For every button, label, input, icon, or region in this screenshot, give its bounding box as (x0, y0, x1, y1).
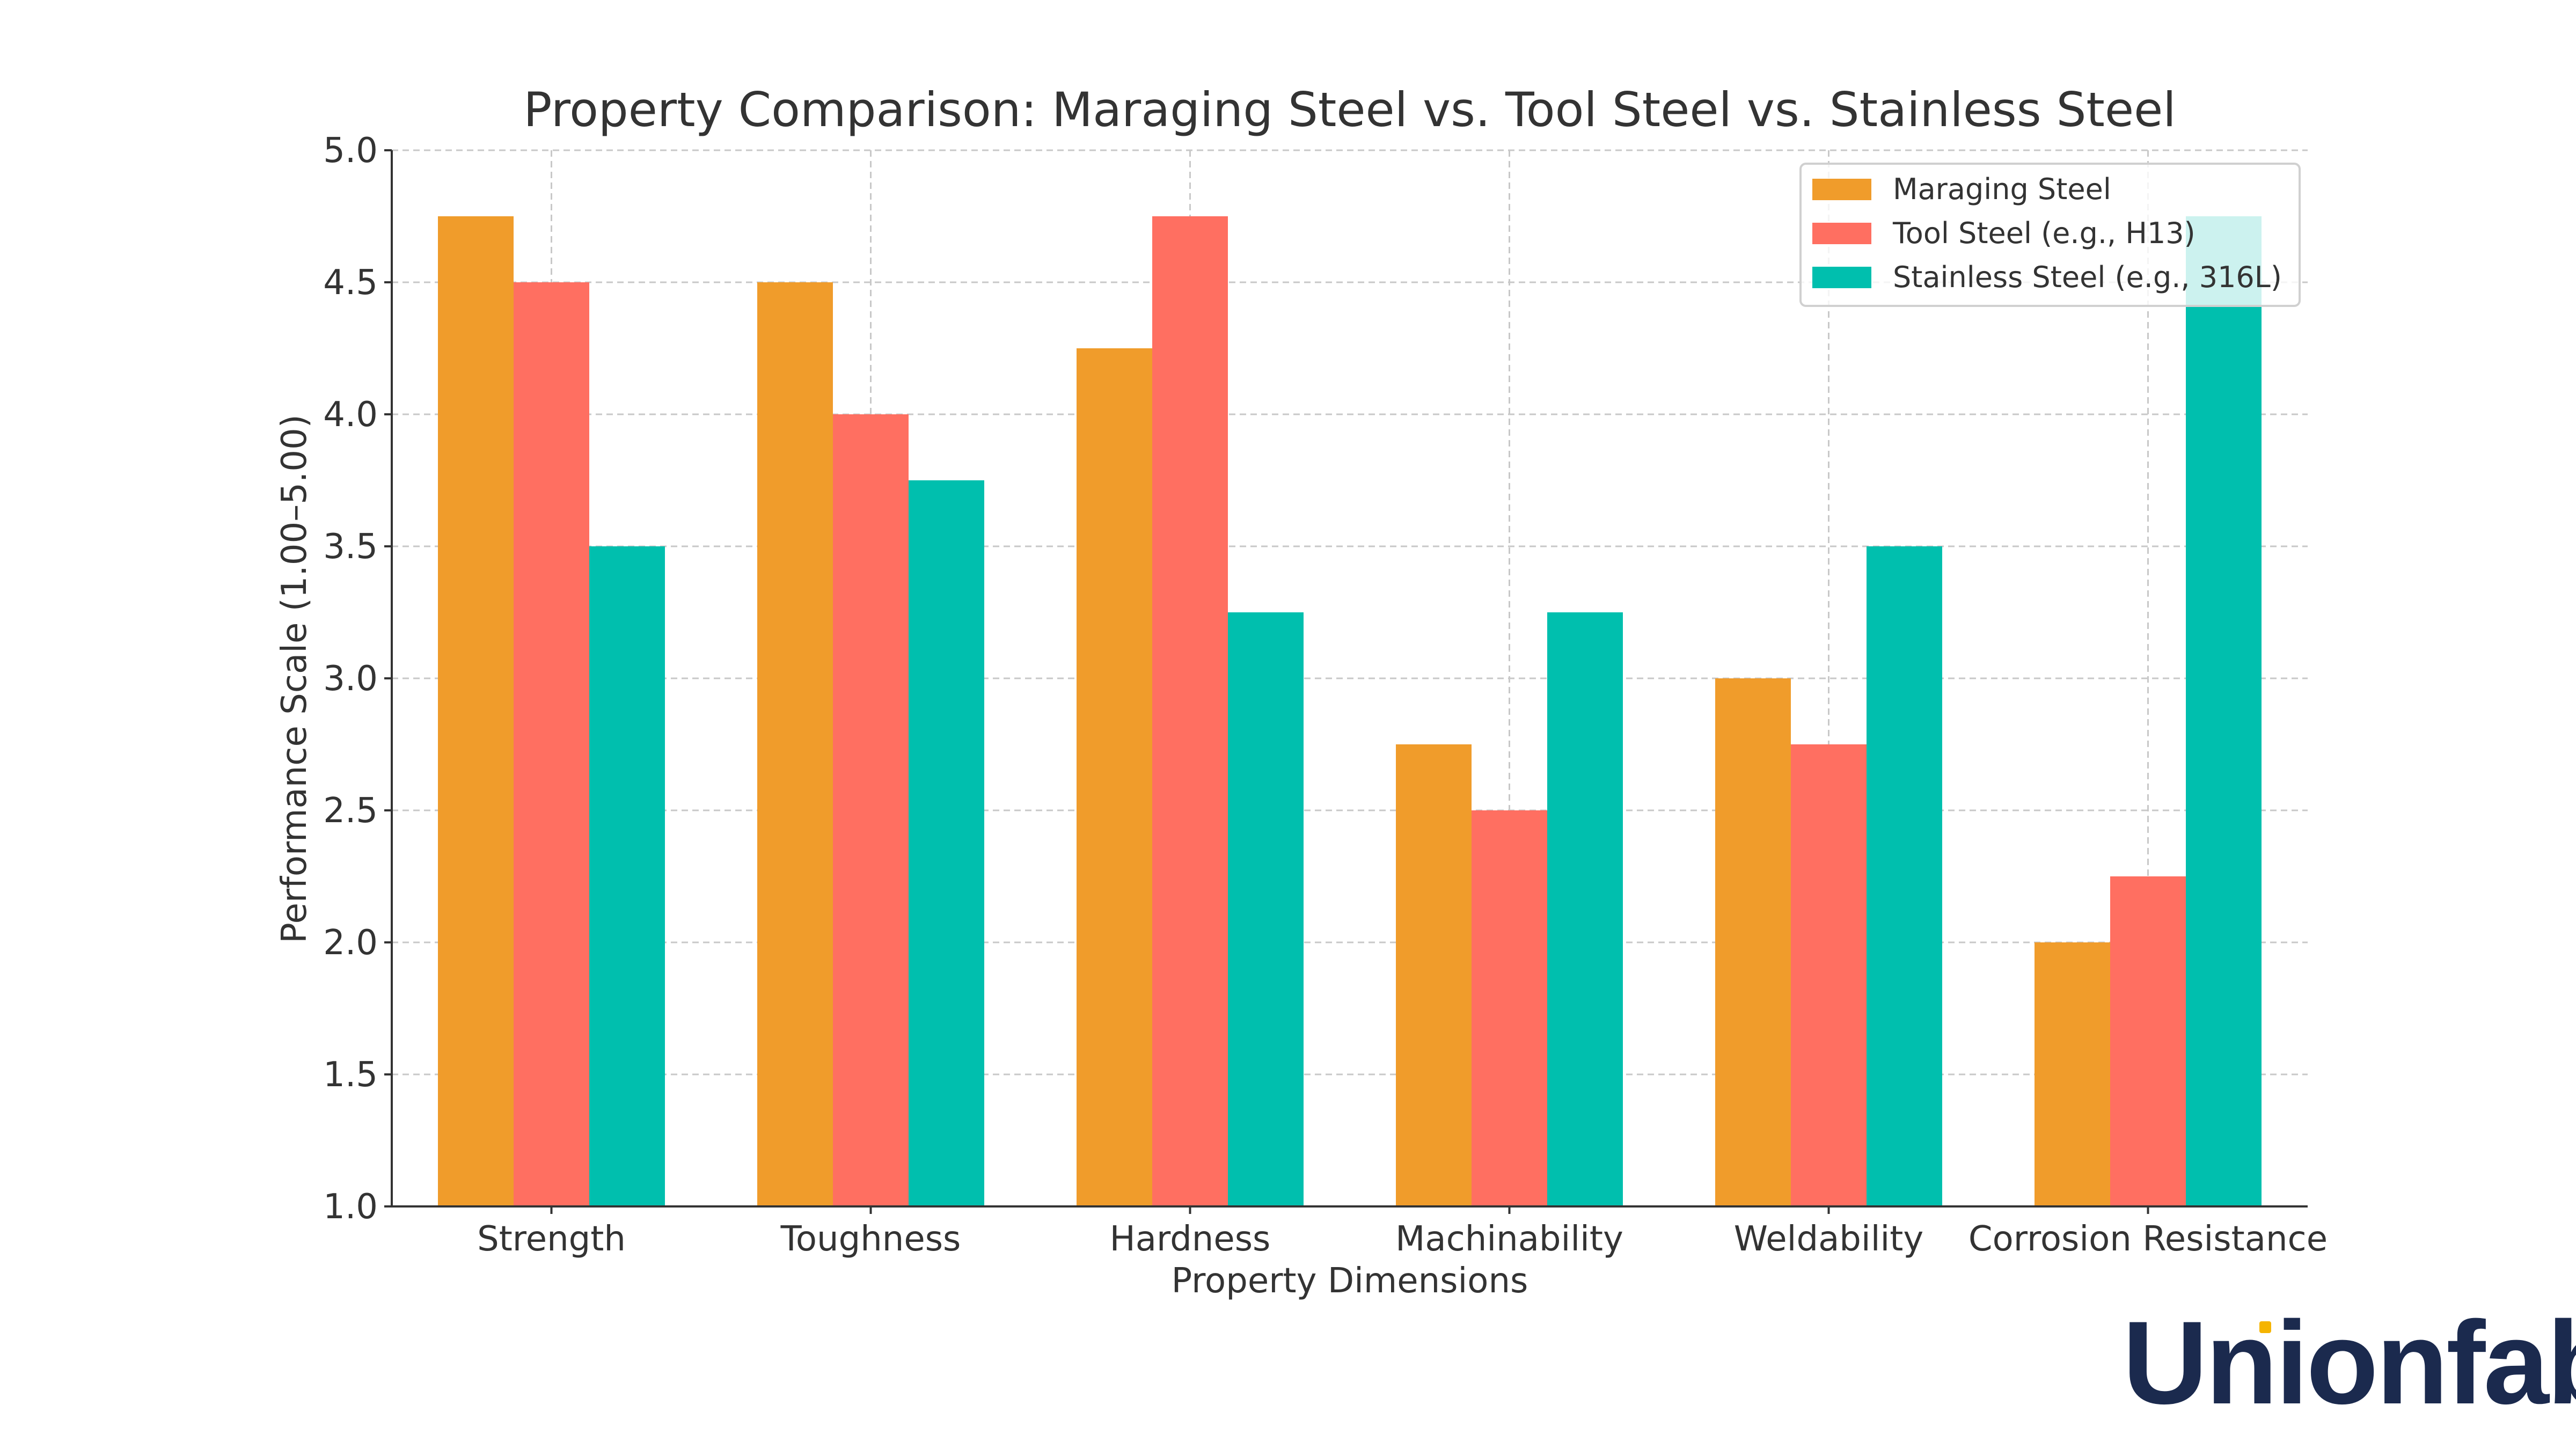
bar-tool-steel-e-g-h13-hardness (1152, 216, 1228, 1206)
bar-tool-steel-e-g-h13-weldability (1791, 744, 1867, 1206)
y-tick-label: 1.5 (323, 1055, 378, 1095)
legend-label: Stainless Steel (e.g., 316L) (1893, 260, 2282, 294)
bar-maraging-steel-corrosion-resistance (2035, 942, 2110, 1206)
legend-label: Tool Steel (e.g., H13) (1892, 216, 2196, 250)
x-axis-label: Property Dimensions (1172, 1261, 1528, 1301)
legend: Maraging Steel Tool Steel (e.g., H13) Stai… (1799, 163, 2301, 307)
x-tick-label: Weldability (1734, 1219, 1923, 1259)
chart-title: Property Comparison: Maraging Steel vs. … (523, 82, 2176, 137)
bar-stainless-steel-e-g-316l-strength (589, 546, 665, 1206)
y-tick-label: 3.5 (323, 527, 378, 567)
bar-stainless-steel-e-g-316l-weldability (1867, 546, 1942, 1206)
logo-accent-icon (2259, 1321, 2271, 1333)
x-tick-label: Toughness (780, 1219, 961, 1259)
bar-stainless-steel-e-g-316l-corrosion-resistance (2186, 216, 2262, 1206)
legend-box (1799, 163, 2301, 307)
y-tick-label: 5.0 (323, 131, 378, 171)
bars (438, 216, 2262, 1206)
bar-stainless-steel-e-g-316l-toughness (909, 480, 984, 1206)
y-tick-label: 4.5 (323, 263, 378, 303)
bar-maraging-steel-hardness (1077, 348, 1152, 1206)
x-tick-label: Hardness (1110, 1219, 1271, 1259)
axes (384, 149, 2308, 1214)
bar-maraging-steel-machinability (1396, 744, 1472, 1206)
legend-swatch (1812, 179, 1871, 200)
y-tick-label: 3.0 (323, 659, 378, 699)
bar-maraging-steel-strength (438, 216, 514, 1206)
y-tick-label: 4.0 (323, 395, 378, 435)
bar-maraging-steel-toughness (757, 282, 833, 1206)
bar-tool-steel-e-g-h13-strength (514, 282, 589, 1206)
bar-maraging-steel-weldability (1715, 678, 1791, 1206)
x-tick-label: Corrosion Resistance (1968, 1219, 2328, 1259)
y-tick-label: 2.0 (323, 923, 378, 963)
unionfab-logo: Unionfab (2123, 1297, 2576, 1429)
bar-stainless-steel-e-g-316l-machinability (1547, 612, 1623, 1206)
bar-stainless-steel-e-g-316l-hardness (1228, 612, 1304, 1206)
legend-label: Maraging Steel (1893, 172, 2111, 206)
y-axis-label: Performance Scale (1.00–5.00) (275, 414, 314, 943)
logo-text: Unionfab (2123, 1297, 2576, 1429)
bar-tool-steel-e-g-h13-machinability (1472, 810, 1547, 1206)
legend-swatch (1812, 223, 1871, 244)
x-tick-label: Machinability (1395, 1219, 1623, 1259)
x-tick-label: Strength (477, 1219, 626, 1259)
legend-swatch (1812, 267, 1871, 288)
y-tick-label: 1.0 (323, 1187, 378, 1227)
bar-tool-steel-e-g-h13-toughness (833, 414, 909, 1206)
bar-tool-steel-e-g-h13-corrosion-resistance (2110, 876, 2186, 1206)
y-tick-label: 2.5 (323, 791, 378, 831)
tick-labels: 1.0 1.5 2.0 2.5 3.0 3.5 4.0 4.5 5.0 Strength Tough… (323, 131, 2328, 1259)
